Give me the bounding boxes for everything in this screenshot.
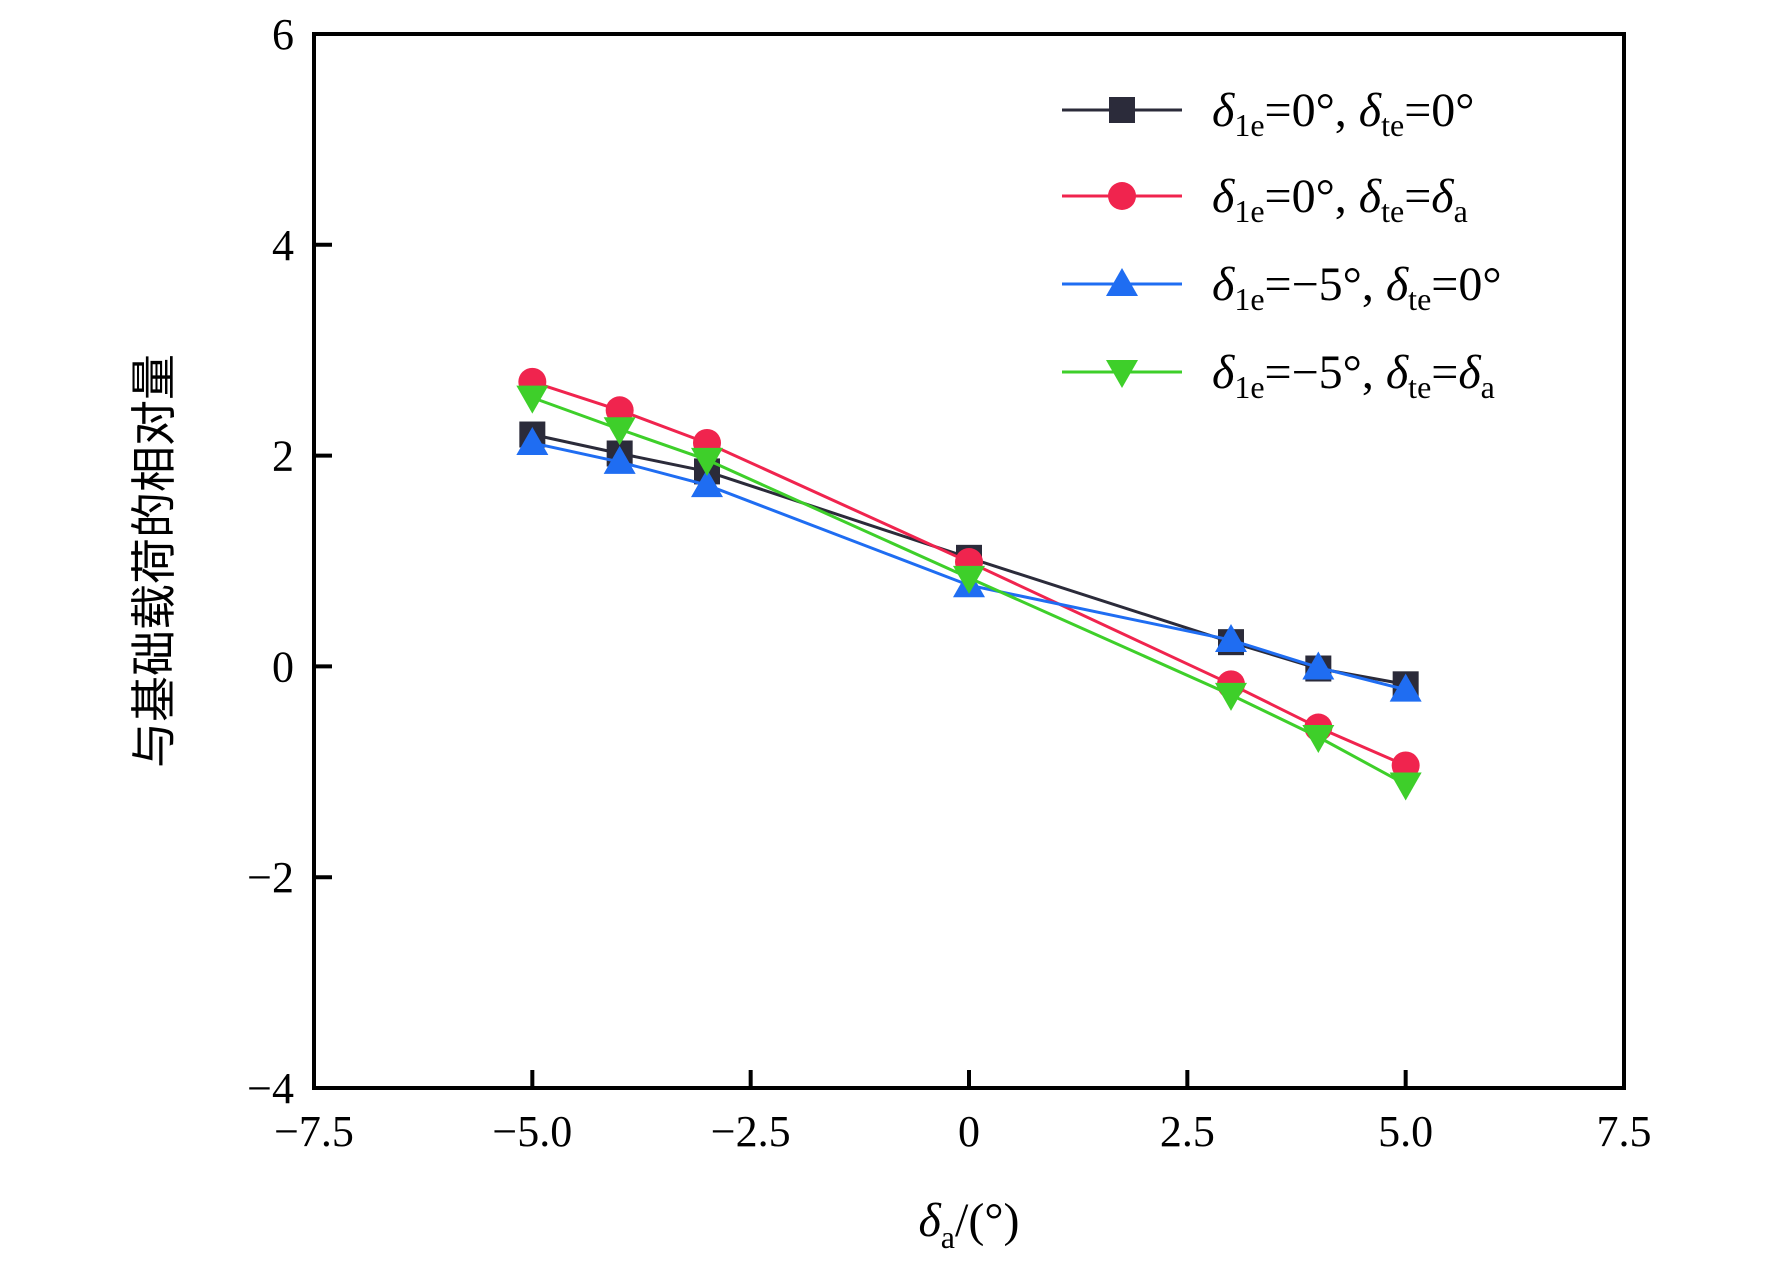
x-tick-label: 0 bbox=[958, 1107, 980, 1156]
legend-marker bbox=[1108, 182, 1136, 210]
legend-label: δ1e=0°, δte=0°δ1e=0°, δte=0° bbox=[1212, 84, 1474, 143]
legend-label: δ1e=−5°, δte=0°δ1e=−5°, δte=0° bbox=[1212, 258, 1502, 317]
series-layer bbox=[516, 367, 1422, 801]
data-point bbox=[1389, 673, 1422, 702]
data-point bbox=[516, 385, 549, 414]
y-axis-label: 与基础载荷的相对量 bbox=[127, 354, 181, 768]
data-point bbox=[691, 469, 723, 498]
y-tick-label: 4 bbox=[272, 221, 294, 270]
data-point bbox=[1389, 772, 1422, 801]
data-point bbox=[603, 445, 636, 474]
x-tick-label: −2.5 bbox=[711, 1107, 791, 1156]
x-tick-label: 5.0 bbox=[1378, 1107, 1433, 1156]
legend: δ1e=0°, δte=0°δ1e=0°, δte=0° δ1e=0°, δte=… bbox=[1062, 84, 1502, 405]
series-4 bbox=[516, 385, 1422, 801]
x-axis-label: δa/(°)δa/(°) bbox=[918, 1194, 1019, 1255]
data-point bbox=[953, 565, 985, 594]
x-tick-label: 7.5 bbox=[1597, 1107, 1652, 1156]
data-point bbox=[1215, 682, 1247, 711]
x-tick-label: −7.5 bbox=[274, 1107, 354, 1156]
legend-entry-3: δ1e=−5°, δte=0°δ1e=−5°, δte=0° bbox=[1062, 258, 1502, 317]
y-tick-label: −4 bbox=[247, 1064, 294, 1113]
legend-marker bbox=[1109, 97, 1135, 123]
data-point bbox=[603, 417, 636, 446]
data-point bbox=[691, 447, 723, 476]
y-tick-label: 2 bbox=[272, 432, 294, 481]
data-point bbox=[1302, 651, 1335, 680]
legend-entry-1: δ1e=0°, δte=0°δ1e=0°, δte=0° bbox=[1062, 84, 1474, 143]
legend-marker bbox=[1106, 268, 1138, 296]
data-point bbox=[1215, 624, 1247, 653]
axis-ticks: −7.5 −5.0 −2.5 0 2.5 5.0 7.5 −4 −2 0 2 4 6 bbox=[247, 10, 1651, 1156]
y-tick-label: −2 bbox=[247, 853, 294, 902]
data-point bbox=[516, 426, 549, 455]
x-tick-label: 2.5 bbox=[1160, 1107, 1215, 1156]
legend-marker bbox=[1106, 360, 1138, 388]
y-tick-label: 0 bbox=[272, 642, 294, 691]
y-tick-label: 6 bbox=[272, 10, 294, 59]
data-point bbox=[1302, 725, 1335, 754]
x-tick-label: −5.0 bbox=[492, 1107, 572, 1156]
